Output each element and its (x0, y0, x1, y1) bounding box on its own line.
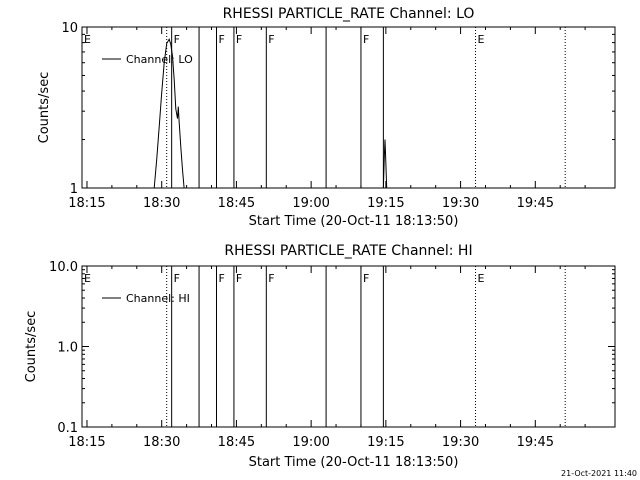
event-marker-label: F (236, 272, 242, 285)
y-tick-label: 1 (70, 182, 78, 197)
data-series-line (153, 37, 185, 189)
hi-channel-panel: RHESSI PARTICLE_RATE Channel: HI 18:15 18:… (24, 243, 616, 470)
event-marker-label: F (218, 272, 224, 285)
chart-title: RHESSI PARTICLE_RATE Channel: HI (224, 243, 472, 259)
event-marker-label: F (174, 33, 180, 46)
y-tick-label: 10.0 (49, 260, 78, 275)
x-tick-label: 18:30 (143, 196, 180, 211)
event-marker-label: E (84, 33, 91, 46)
legend-label: Channel: HI (126, 292, 190, 305)
x-tick-label: 18:30 (143, 435, 180, 450)
x-tick-label: 18:15 (68, 435, 105, 450)
x-tick-label: 19:30 (442, 196, 479, 211)
x-tick-label: 19:00 (292, 435, 329, 450)
lo-channel-panel: RHESSI PARTICLE_RATE Channel: LO 18:15 18:… (37, 6, 616, 229)
x-tick-label: 19:30 (442, 435, 479, 450)
x-tick-label: 19:00 (292, 196, 329, 211)
event-marker-label: F (268, 33, 274, 46)
y-axis-label: Counts/sec (24, 311, 39, 383)
event-marker-label: F (174, 272, 180, 285)
event-marker-label: E (84, 272, 91, 285)
event-marker-label: F (236, 33, 242, 46)
event-marker-label: E (478, 33, 485, 46)
y-axis-label: Counts/sec (37, 72, 52, 144)
x-tick-label: 18:45 (218, 196, 255, 211)
event-marker-label: F (268, 272, 274, 285)
x-axis-label: Start Time (20-Oct-11 18:13:50) (249, 214, 459, 229)
event-marker-label: F (218, 33, 224, 46)
plot-frame (81, 26, 616, 189)
x-tick-label: 18:15 (68, 196, 105, 211)
x-tick-label: 19:45 (517, 435, 554, 450)
event-marker-label: F (363, 33, 369, 46)
plot-frame (81, 265, 616, 428)
chart-title: RHESSI PARTICLE_RATE Channel: LO (223, 6, 475, 22)
event-marker-label: F (363, 272, 369, 285)
y-tick-label: 10 (61, 21, 78, 36)
x-axis-label: Start Time (20-Oct-11 18:13:50) (249, 455, 459, 470)
y-tick-label: 1.0 (57, 341, 78, 356)
x-tick-label: 18:45 (218, 435, 255, 450)
x-tick-label: 19:15 (367, 435, 404, 450)
data-series-line (382, 139, 388, 189)
footer-timestamp: 21-Oct-2021 11:40 (561, 469, 637, 478)
y-tick-label: 0.1 (57, 421, 78, 436)
event-marker-label: E (478, 272, 485, 285)
x-tick-label: 19:45 (517, 196, 554, 211)
x-tick-label: 19:15 (367, 196, 404, 211)
legend-label: Channel: LO (126, 53, 193, 66)
